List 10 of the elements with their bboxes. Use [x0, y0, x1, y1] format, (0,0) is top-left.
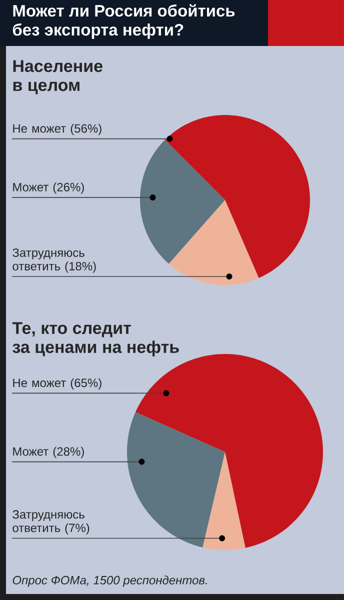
- slice-label: Не может (65%): [13, 378, 102, 390]
- chart-subtitle: Те, кто следит за ценами на нефть: [12, 322, 179, 356]
- slice-label: Может (26%): [13, 182, 84, 194]
- text: Опрос ФОМа, 1500 респондентов.: [12, 576, 207, 587]
- slice-label: Не может (56%): [13, 124, 102, 136]
- chart-title: Может ли Россия обойтись без экспорта нефти?: [12, 4, 235, 39]
- slice-label: Может (28%): [13, 446, 84, 458]
- slice-label: Затрудняюсь ответить (7%): [12, 510, 90, 535]
- slice-label: Затрудняюсь ответить (18%): [12, 248, 96, 273]
- chart-subtitle: Население в целом: [13, 60, 102, 94]
